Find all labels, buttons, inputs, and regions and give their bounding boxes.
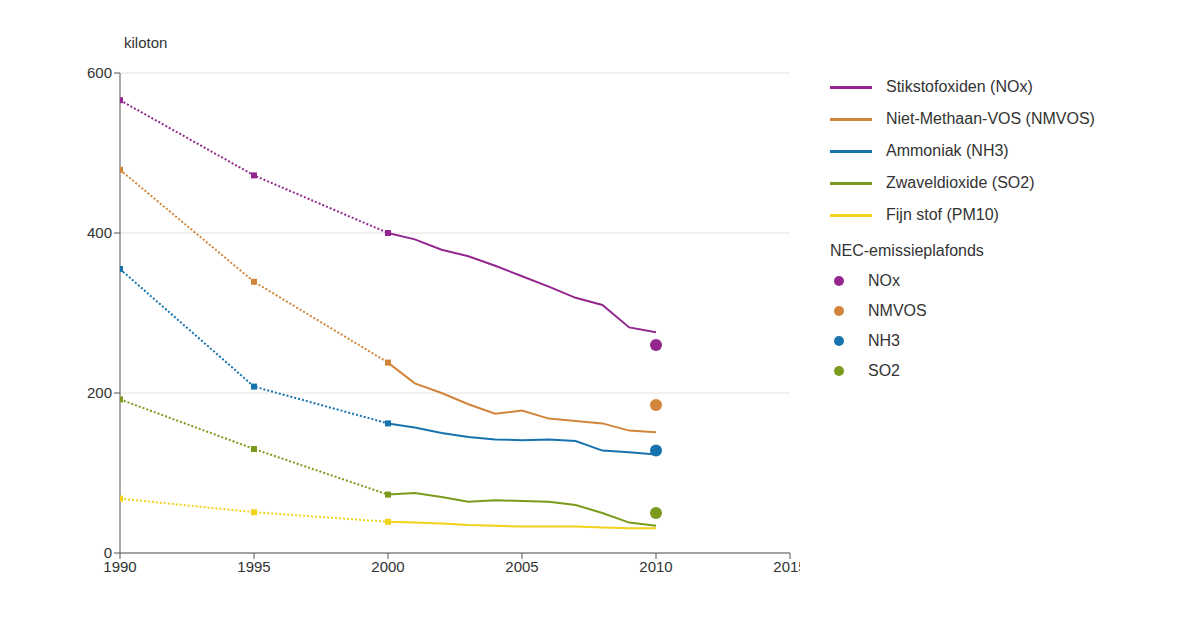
html-text:Fijn stof (PM10): Fijn stof (PM10) bbox=[886, 206, 999, 223]
svg-text:200: 200 bbox=[87, 384, 112, 401]
svg-text:1990: 1990 bbox=[103, 557, 137, 575]
html-text:NH3: NH3 bbox=[868, 332, 900, 349]
html-text:Zwaveldioxide (SO2): Zwaveldioxide (SO2) bbox=[886, 174, 1035, 191]
html-text:Ammoniak (NH3): Ammoniak (NH3) bbox=[886, 142, 1009, 159]
svg-text:2015: 2015 bbox=[773, 558, 800, 575]
svg-text:400: 400 bbox=[87, 224, 112, 241]
svg-text:2000: 2000 bbox=[371, 558, 404, 575]
svg-text:0: 0 bbox=[104, 544, 112, 561]
svg-text:2010: 2010 bbox=[639, 558, 672, 575]
html-text:NOx: NOx bbox=[868, 272, 900, 289]
html-text:kiloton: kiloton bbox=[124, 34, 168, 51]
html-text:NEC-emissieplafonds: NEC-emissieplafonds bbox=[830, 242, 984, 259]
html-text:Stikstofoxiden (NOx): Stikstofoxiden (NOx) bbox=[886, 78, 1033, 95]
svg-text:2005: 2005 bbox=[505, 558, 538, 575]
html-text:SO2: SO2 bbox=[868, 362, 900, 379]
html-text:Niet-Methaan-VOS (NMVOS): Niet-Methaan-VOS (NMVOS) bbox=[886, 110, 1095, 127]
svg-text:600: 600 bbox=[87, 64, 112, 81]
svg-text:1995: 1995 bbox=[237, 558, 270, 575]
html-text:NMVOS: NMVOS bbox=[868, 302, 927, 319]
